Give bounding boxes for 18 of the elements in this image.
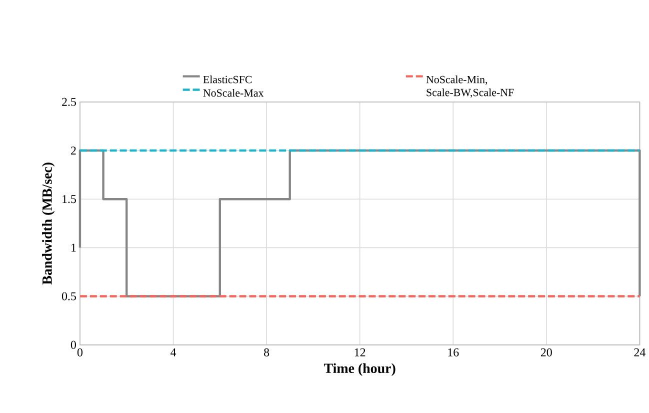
x-tick-label: 4 <box>170 348 176 356</box>
x-tick-label: 24 <box>634 348 646 356</box>
y-tick-label: 1.5 <box>62 195 76 204</box>
x-tick-label: 8 <box>264 348 270 356</box>
legend-label: NoScale-Max <box>203 89 264 97</box>
legend-label: ElasticSFC <box>203 76 252 84</box>
x-tick-label: 0 <box>77 348 82 356</box>
y-axis-title: Bandwidth (MB/sec) <box>42 162 55 285</box>
x-tick-label: 12 <box>354 348 366 356</box>
x-tick-label: 20 <box>540 348 552 356</box>
legend-label: NoScale-Min, Scale-BW,Scale-NF <box>426 76 514 98</box>
x-axis-title: Time (hour) <box>324 363 396 376</box>
y-tick-label: 0.5 <box>62 292 76 300</box>
y-tick-label: 0 <box>70 340 76 349</box>
y-tick-label: 1 <box>72 244 76 252</box>
y-tick-label: 2 <box>71 146 76 155</box>
x-tick-label: 16 <box>448 348 459 356</box>
y-tick-label: 2.5 <box>62 98 76 106</box>
